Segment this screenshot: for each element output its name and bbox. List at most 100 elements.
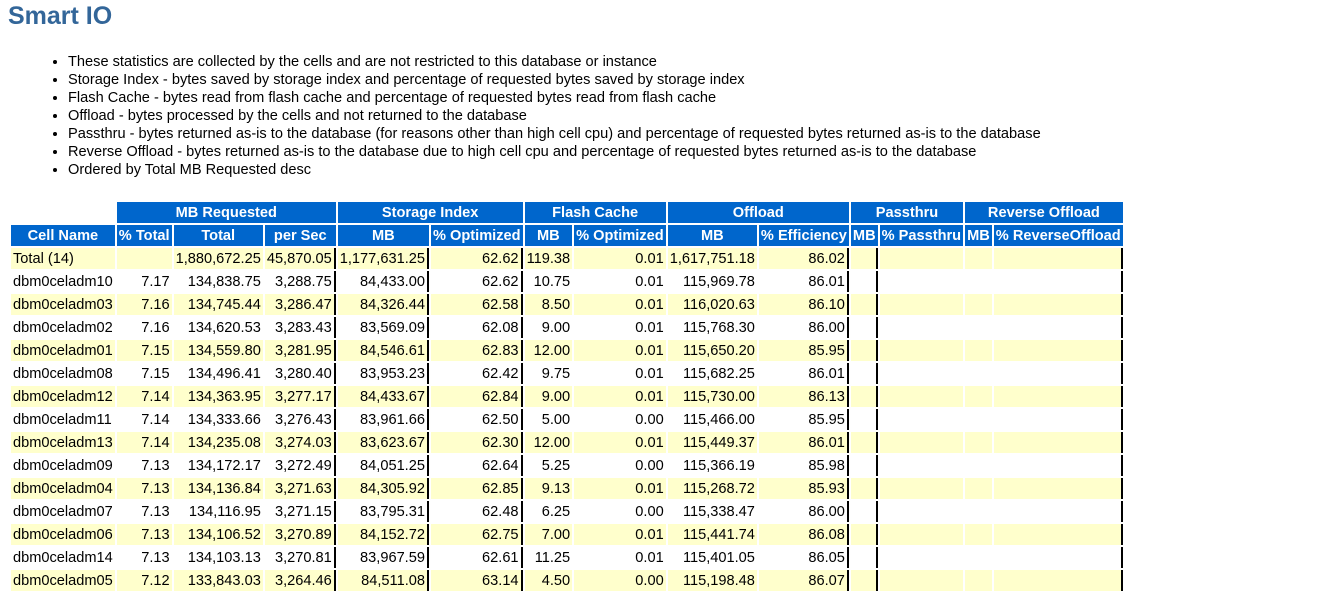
- table-cell: 83,795.31: [337, 501, 429, 522]
- table-cell: [993, 386, 1123, 407]
- note-item: Reverse Offload - bytes returned as-is t…: [68, 143, 1041, 161]
- column-header: % Optimized: [574, 225, 666, 246]
- table-cell: 84,511.08: [337, 570, 429, 591]
- table-cell: [879, 501, 964, 522]
- table-row: dbm0celadm13 7.14 134,235.08 3,274.03 83,623…: [11, 432, 1123, 453]
- table-cell: 134,559.80: [173, 340, 263, 361]
- notes-list: These statistics are collected by the ce…: [50, 53, 1041, 179]
- column-header: MB: [965, 225, 992, 246]
- table-cell: 84,546.61: [337, 340, 429, 361]
- table-cell: 7.14: [116, 432, 172, 453]
- table-cell: [993, 432, 1123, 453]
- table-cell: 134,106.52: [173, 524, 263, 545]
- table-cell: 0.01: [574, 271, 666, 292]
- group-header-blank: [11, 202, 115, 223]
- group-header-storage-index: Storage Index: [337, 202, 523, 223]
- table-cell: 86.02: [758, 248, 849, 269]
- table-cell: 84,326.44: [337, 294, 429, 315]
- table-cell: 9.13: [524, 478, 573, 499]
- table-cell: 0.01: [574, 547, 666, 568]
- table-cell: [879, 271, 964, 292]
- table-cell: 63.14: [430, 570, 523, 591]
- table-cell: 86.01: [758, 363, 849, 384]
- table-cell: 86.08: [758, 524, 849, 545]
- table-cell: [993, 294, 1123, 315]
- note-item: Passthru - bytes returned as-is to the d…: [68, 125, 1041, 143]
- table-cell: [850, 501, 878, 522]
- column-header: MB: [337, 225, 429, 246]
- table-row: dbm0celadm12 7.14 134,363.95 3,277.17 84,433…: [11, 386, 1123, 407]
- table-cell: 85.95: [758, 340, 849, 361]
- table-cell: [850, 455, 878, 476]
- group-header-offload: Offload: [667, 202, 849, 223]
- table-cell: [850, 432, 878, 453]
- table-cell: [879, 455, 964, 476]
- column-header: Cell Name: [11, 225, 115, 246]
- table-cell: 7.17: [116, 271, 172, 292]
- table-cell: [850, 547, 878, 568]
- table-cell: [965, 409, 992, 430]
- table-cell: 84,051.25: [337, 455, 429, 476]
- table-cell: 62.30: [430, 432, 523, 453]
- table-cell: 0.00: [574, 455, 666, 476]
- table-cell: [993, 248, 1123, 269]
- table-cell: [965, 455, 992, 476]
- table-cell: 0.00: [574, 409, 666, 430]
- column-header: Total: [173, 225, 263, 246]
- column-header: % Optimized: [430, 225, 523, 246]
- table-cell: 3,274.03: [264, 432, 336, 453]
- column-header: per Sec: [264, 225, 336, 246]
- table-cell: 3,286.47: [264, 294, 336, 315]
- table-cell: [993, 455, 1123, 476]
- table-cell: 86.00: [758, 317, 849, 338]
- table-row: dbm0celadm09 7.13 134,172.17 3,272.49 84,051…: [11, 455, 1123, 476]
- column-header: % Passthru: [879, 225, 964, 246]
- table-cell: 45,870.05: [264, 248, 336, 269]
- table-cell: 7.12: [116, 570, 172, 591]
- table-cell: 119.38: [524, 248, 573, 269]
- table-cell: 10.75: [524, 271, 573, 292]
- table-cell: 134,333.66: [173, 409, 263, 430]
- group-header-reverse-offload: Reverse Offload: [965, 202, 1123, 223]
- table-cell: 115,401.05: [667, 547, 757, 568]
- cell-name: dbm0celadm14: [11, 547, 115, 568]
- table-cell: 0.01: [574, 248, 666, 269]
- table-cell: 3,270.89: [264, 524, 336, 545]
- table-cell: 3,271.63: [264, 478, 336, 499]
- table-cell: [993, 547, 1123, 568]
- table-cell: 62.62: [430, 271, 523, 292]
- table-row: dbm0celadm07 7.13 134,116.95 3,271.15 83,795…: [11, 501, 1123, 522]
- table-cell: 7.13: [116, 501, 172, 522]
- table-cell: [993, 478, 1123, 499]
- note-item: Storage Index - bytes saved by storage i…: [68, 71, 1041, 89]
- table-row: dbm0celadm02 7.16 134,620.53 3,283.43 83,569…: [11, 317, 1123, 338]
- table-cell: 83,623.67: [337, 432, 429, 453]
- note-item: These statistics are collected by the ce…: [68, 53, 1041, 71]
- table-cell: 9.00: [524, 317, 573, 338]
- table-cell: 3,283.43: [264, 317, 336, 338]
- table-cell: 5.25: [524, 455, 573, 476]
- table-cell: 83,961.66: [337, 409, 429, 430]
- table-cell: 7.16: [116, 294, 172, 315]
- cell-name: dbm0celadm11: [11, 409, 115, 430]
- note-item: Offload - bytes processed by the cells a…: [68, 107, 1041, 125]
- cell-name: dbm0celadm04: [11, 478, 115, 499]
- table-cell: 134,496.41: [173, 363, 263, 384]
- table-cell: 0.01: [574, 340, 666, 361]
- column-header: MB: [850, 225, 878, 246]
- table-row: dbm0celadm10 7.17 134,838.75 3,288.75 84,433…: [11, 271, 1123, 292]
- table-cell: 7.13: [116, 524, 172, 545]
- table-row: dbm0celadm03 7.16 134,745.44 3,286.47 84,326…: [11, 294, 1123, 315]
- table-cell: [965, 547, 992, 568]
- table-cell: 62.64: [430, 455, 523, 476]
- table-cell: 3,270.81: [264, 547, 336, 568]
- table-cell: [965, 386, 992, 407]
- table-cell: 3,288.75: [264, 271, 336, 292]
- table-row: dbm0celadm01 7.15 134,559.80 3,281.95 84,546…: [11, 340, 1123, 361]
- group-header-row: MB Requested Storage Index Flash Cache O…: [11, 202, 1123, 223]
- table-cell: [993, 340, 1123, 361]
- table-cell: 7.13: [116, 478, 172, 499]
- table-cell: 83,953.23: [337, 363, 429, 384]
- table-cell: [879, 317, 964, 338]
- table-cell: 85.98: [758, 455, 849, 476]
